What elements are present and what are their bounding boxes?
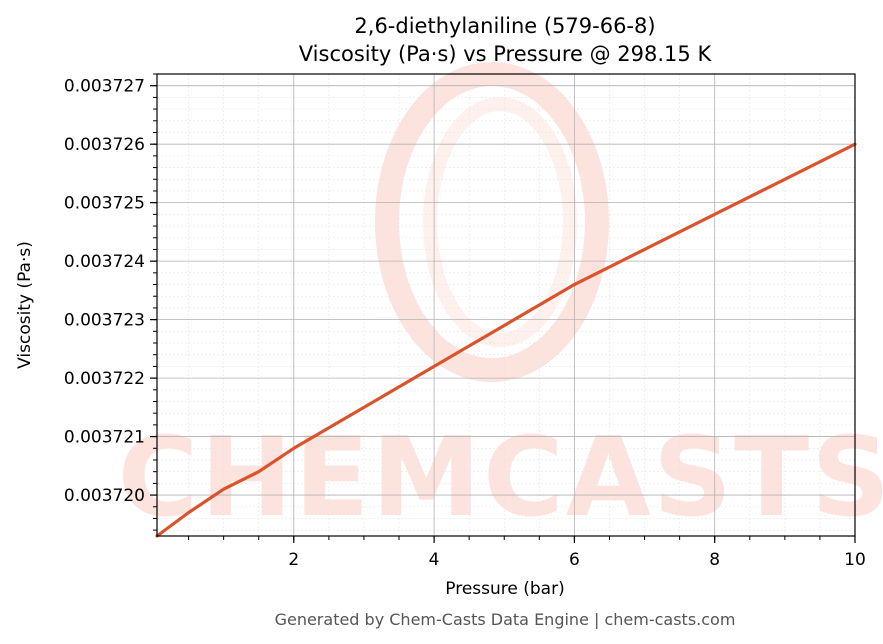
y-tick-label: 0.003727 <box>64 77 145 97</box>
y-axis-label: Viscosity (Pa·s) <box>15 241 35 369</box>
x-tick-label: 4 <box>429 550 440 570</box>
series-line <box>155 142 857 538</box>
y-tick-label: 0.003721 <box>64 428 145 448</box>
major-grid <box>157 74 856 536</box>
watermark-logo-icon <box>375 62 609 382</box>
y-tick-label: 0.003722 <box>64 369 145 389</box>
x-axis-label: Pressure (bar) <box>445 579 564 599</box>
x-axis: 2 4 6 8 10 <box>188 536 866 570</box>
x-tick-label: 10 <box>844 550 866 570</box>
chart-title: 2,6-diethylaniline (579-66-8) <box>354 14 655 38</box>
plot-frame <box>156 73 856 537</box>
y-axis: 0.003720 0.003721 0.003722 0.003723 0.003724… <box>64 73 157 531</box>
chart-subtitle: Viscosity (Pa·s) vs Pressure @ 298.15 K <box>299 42 713 66</box>
x-tick-label: 6 <box>569 550 580 570</box>
y-tick-label: 0.003723 <box>64 311 145 331</box>
x-tick-label: 2 <box>288 550 299 570</box>
watermark-text: CHEMCASTS <box>118 413 883 541</box>
y-tick-label: 0.003720 <box>64 486 145 506</box>
y-tick-label: 0.003724 <box>64 252 145 272</box>
footer-credit: Generated by Chem-Casts Data Engine | ch… <box>275 610 736 629</box>
x-tick-label: 8 <box>709 550 720 570</box>
y-tick-label: 0.003726 <box>64 135 145 155</box>
y-tick-label: 0.003725 <box>64 194 145 214</box>
